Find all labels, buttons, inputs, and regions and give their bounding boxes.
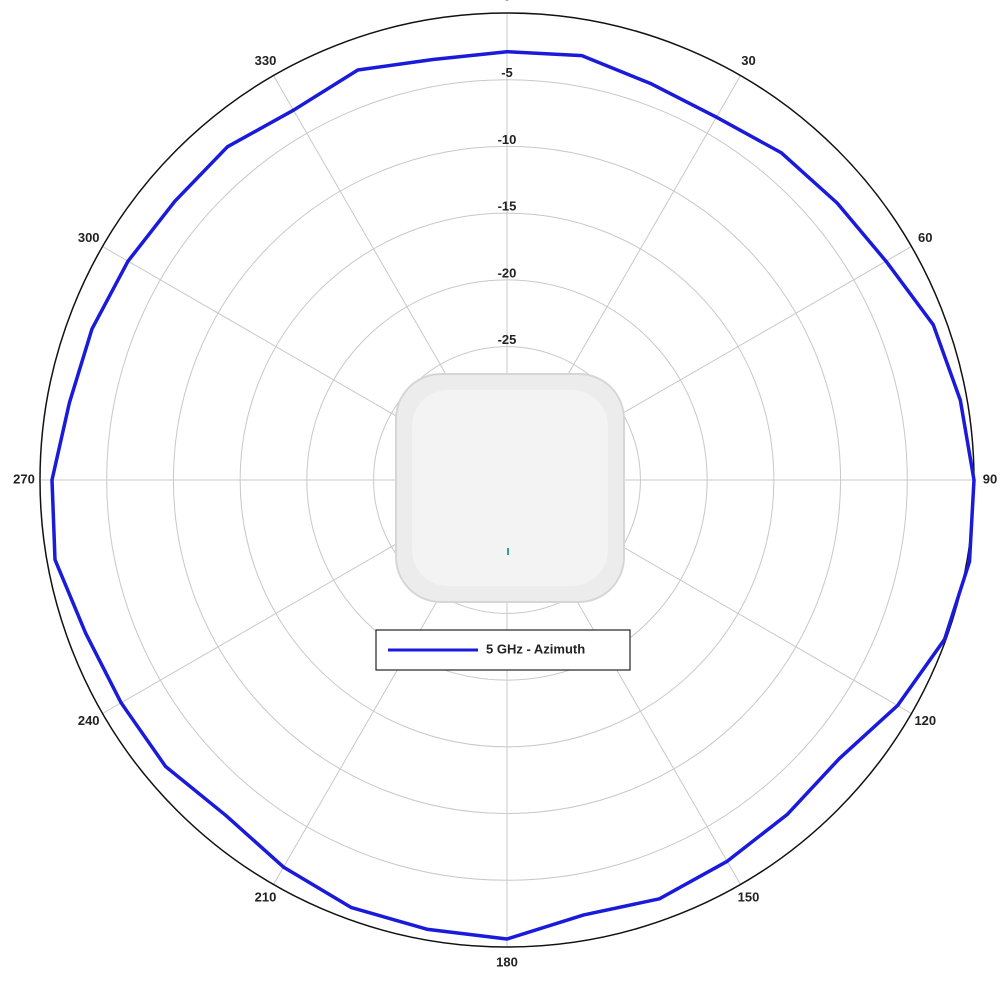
grid-ring bbox=[106, 79, 908, 881]
angle-label: 330 bbox=[255, 53, 277, 68]
r-tick-label: -15 bbox=[498, 199, 517, 214]
angle-label: 180 bbox=[496, 954, 518, 969]
angle-label: 270 bbox=[13, 471, 35, 486]
angle-label: 0 bbox=[503, 0, 510, 3]
grid-ring bbox=[172, 145, 842, 815]
r-tick-label: -20 bbox=[498, 265, 517, 280]
angle-label: 90 bbox=[983, 471, 997, 486]
device-face bbox=[412, 390, 608, 586]
angle-label: 30 bbox=[741, 53, 755, 68]
angle-label: 240 bbox=[78, 713, 100, 728]
device-image bbox=[395, 373, 625, 603]
angle-label: 210 bbox=[255, 890, 277, 905]
grid-ring bbox=[373, 346, 641, 614]
r-tick-label: -10 bbox=[498, 132, 517, 147]
pattern-line bbox=[50, 49, 976, 941]
r-tick-label: -5 bbox=[501, 65, 513, 80]
angle-label: 120 bbox=[914, 713, 936, 728]
legend: 5 GHz - Azimuth bbox=[375, 629, 631, 671]
legend-label: 5 GHz - Azimuth bbox=[486, 641, 585, 656]
r-tick-label: -25 bbox=[498, 332, 517, 347]
angle-label: 60 bbox=[918, 230, 932, 245]
grid-ring bbox=[306, 279, 708, 681]
angle-label: 150 bbox=[738, 890, 760, 905]
device-led bbox=[507, 548, 509, 555]
grid-ring bbox=[239, 212, 775, 748]
angle-label: 300 bbox=[78, 230, 100, 245]
